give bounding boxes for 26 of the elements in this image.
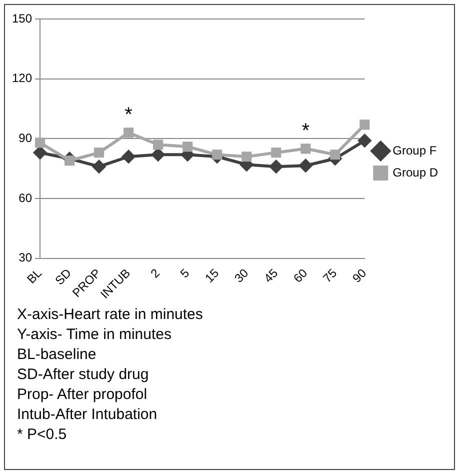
- x-tick-label: BL: [24, 266, 45, 286]
- legend-label: Group F: [392, 143, 437, 158]
- text: SD-After study drug: [17, 365, 150, 385]
- text: Y-axis- Time in minutes: [17, 325, 172, 345]
- x-tick-label: 2: [148, 266, 163, 281]
- text: Prop- After propofol: [17, 385, 148, 405]
- text: Intub-After Intubation: [17, 405, 158, 425]
- y-tick-label: 90: [18, 130, 32, 145]
- x-tick-label: 90: [350, 266, 370, 286]
- y-tick-label: 30: [18, 250, 32, 265]
- text: * P<0.5: [17, 425, 68, 445]
- x-tick-label: 15: [202, 266, 222, 286]
- x-tick-label: 30: [232, 266, 252, 286]
- y-tick-label: 60: [18, 190, 32, 205]
- annotation: *: [302, 120, 310, 142]
- x-tick-label: 60: [290, 266, 310, 286]
- y-tick-label: 120: [12, 71, 32, 86]
- x-tick-label: 45: [261, 266, 281, 286]
- x-tick-label: 5: [177, 266, 192, 281]
- x-tick-label: SD: [52, 266, 74, 288]
- annotation: *: [124, 104, 133, 126]
- legend-label: Group D: [392, 165, 438, 180]
- y-tick-label: 150: [12, 11, 32, 26]
- x-tick-label: 75: [320, 266, 340, 286]
- text: X-axis-Heart rate in minutes: [17, 305, 203, 325]
- text: BL-baseline: [17, 345, 98, 365]
